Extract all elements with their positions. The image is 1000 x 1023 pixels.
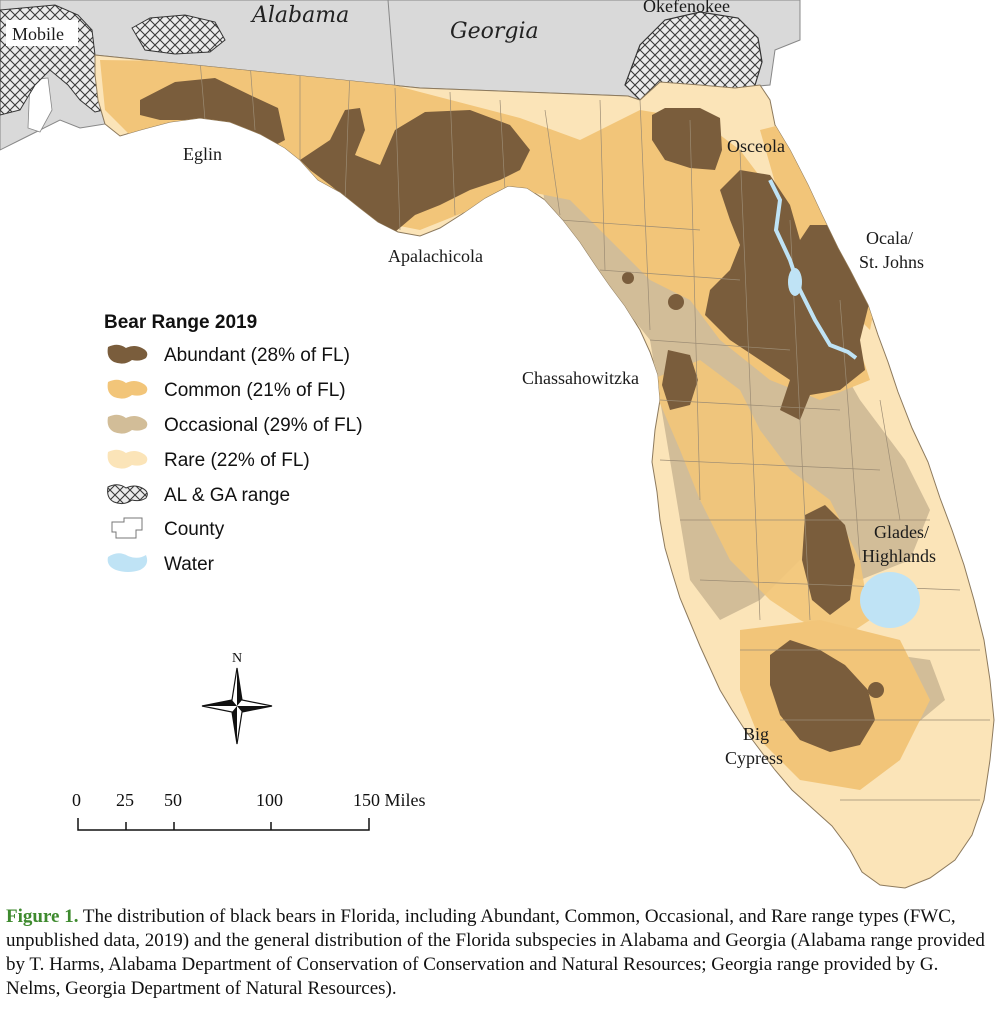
bigcypress-label-line2: Cypress xyxy=(725,748,783,768)
legend-item-label: County xyxy=(164,519,225,540)
legend: Bear Range 2019 Abundant (28% of FL) Com… xyxy=(104,312,363,575)
county-lines xyxy=(199,59,990,801)
north-arrow: N xyxy=(201,651,273,745)
legend-item-label: Occasional (29% of FL) xyxy=(164,415,363,436)
scale-tick-label: 25 xyxy=(116,790,134,810)
georgia-label: Georgia xyxy=(450,19,539,44)
abundant-spot xyxy=(622,272,634,284)
alabama-georgia-border xyxy=(387,0,396,89)
lake-george xyxy=(788,268,802,296)
glades-label-line2: Highlands xyxy=(862,546,936,566)
legend-item-label: Common (21% of FL) xyxy=(164,380,346,401)
abundant-spot xyxy=(668,294,684,310)
water-swatch-icon xyxy=(107,553,148,572)
okefenokee-label: Okefenokee xyxy=(643,0,730,16)
scale-tick-label: 50 xyxy=(164,790,182,810)
abundant-zone-chassahowitzka xyxy=(662,350,698,410)
occasional-swatch-icon xyxy=(107,414,148,434)
mobile-label: Mobile xyxy=(12,24,64,44)
figure-label: Figure 1. xyxy=(6,906,79,927)
abundant-spot xyxy=(868,682,884,698)
alabama-label: Alabama xyxy=(250,3,349,28)
legend-item-label: Abundant (28% of FL) xyxy=(164,345,350,366)
abundant-zone-osceola xyxy=(652,108,722,170)
scale-tick-label: 150 Miles xyxy=(353,790,426,810)
legend-item-label: Water xyxy=(164,554,215,575)
scale-tick-label: 100 xyxy=(256,790,283,810)
crosshatch-icon xyxy=(107,484,148,505)
mobile-label-bg xyxy=(6,20,78,46)
caption-text: The distribution of black bears in Flori… xyxy=(6,906,985,999)
scale-tick-label: 0 xyxy=(72,790,81,810)
apalachicola-label: Apalachicola xyxy=(388,246,483,266)
legend-title: Bear Range 2019 xyxy=(104,312,257,333)
abundant-zone-apalachicola xyxy=(300,108,530,232)
scale-bar: 0 25 50 100 150 Miles xyxy=(72,790,426,831)
legend-item-label: Rare (22% of FL) xyxy=(164,450,310,471)
figure-caption: Figure 1. The distribution of black bear… xyxy=(6,905,991,1001)
county-outline-icon xyxy=(111,517,143,539)
osceola-label: Osceola xyxy=(727,136,785,156)
north-label: N xyxy=(232,651,242,666)
chassahowitzka-label: Chassahowitzka xyxy=(522,368,639,388)
florida-bear-range-map: Alabama Georgia Mobile Okefenokee Eglin … xyxy=(0,0,995,889)
abundant-zone-bigcypress xyxy=(770,640,875,752)
alabama-range-hatch xyxy=(131,14,226,55)
abundant-swatch-icon xyxy=(107,344,148,364)
glades-label-line1: Glades/ xyxy=(874,522,929,542)
mobile-bay-water xyxy=(27,77,53,133)
ocala-label-line2: St. Johns xyxy=(859,252,924,272)
legend-item-label: AL & GA range xyxy=(164,485,290,506)
compass-star-fill xyxy=(202,668,272,744)
abundant-zone-ocala xyxy=(705,170,870,420)
rare-swatch-icon xyxy=(107,449,148,469)
scale-bar-line xyxy=(77,818,370,831)
bigcypress-label-line1: Big xyxy=(743,724,769,744)
ocala-label-line1: Ocala/ xyxy=(866,228,913,248)
common-swatch-icon xyxy=(107,379,148,399)
eglin-label: Eglin xyxy=(183,144,222,164)
lake-okeechobee xyxy=(860,572,920,628)
abundant-zone-glades xyxy=(802,505,855,615)
